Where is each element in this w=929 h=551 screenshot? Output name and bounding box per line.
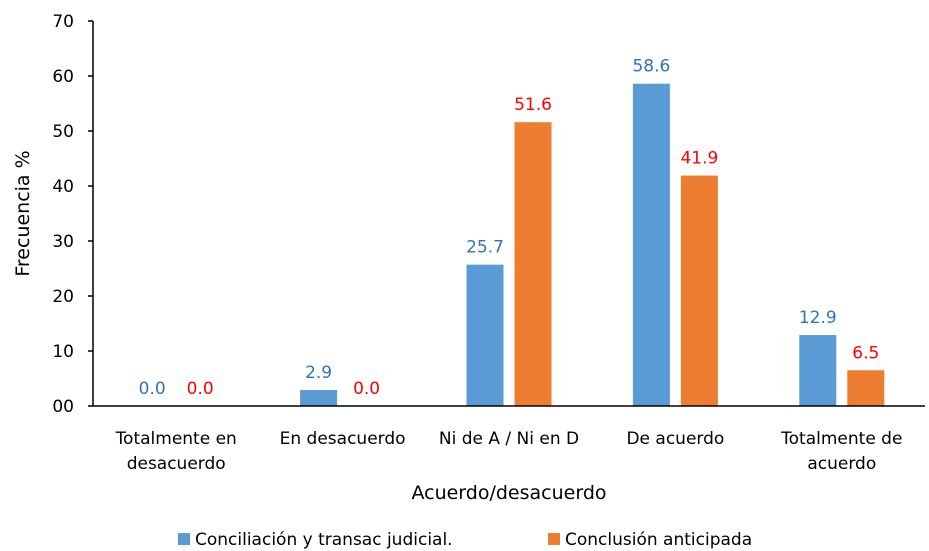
y-tick-label: 00 xyxy=(52,397,74,417)
y-tick-label: 60 xyxy=(52,67,74,87)
data-label: 0.0 xyxy=(353,379,380,399)
data-label: 51.6 xyxy=(514,95,552,115)
data-label: 6.5 xyxy=(852,343,879,363)
data-label: 0.0 xyxy=(139,379,166,399)
bar xyxy=(799,335,837,406)
bar xyxy=(514,122,552,406)
legend-swatch xyxy=(178,533,190,545)
x-tick-label: En desacuerdo xyxy=(280,429,406,449)
legend-label: Conclusión anticipada xyxy=(565,530,752,550)
bars xyxy=(300,83,885,406)
data-label: 0.0 xyxy=(187,379,214,399)
x-tick-label: De acuerdo xyxy=(626,429,724,449)
y-tick-label: 10 xyxy=(52,342,74,362)
bar xyxy=(847,370,885,406)
x-tick-label: acuerdo xyxy=(807,454,876,474)
y-tick-label: 40 xyxy=(52,177,74,197)
x-tick-label: Totalmente de xyxy=(780,429,902,449)
x-tick-label: Totalmente en xyxy=(115,429,237,449)
y-tick-label: 20 xyxy=(52,287,74,307)
data-label: 41.9 xyxy=(680,149,718,169)
y-tick-label: 70 xyxy=(52,12,74,32)
data-label: 25.7 xyxy=(466,238,504,258)
legend-label: Conciliación y transac judicial. xyxy=(195,530,453,550)
x-tick-label: Ni de A / Ni en D xyxy=(439,429,579,449)
bar xyxy=(300,390,338,406)
data-label: 2.9 xyxy=(305,363,332,383)
y-axis-title: Frecuencia % xyxy=(12,150,34,276)
y-axis-ticks: 00 10 20 30 40 50 60 70 xyxy=(52,12,93,417)
data-label: 12.9 xyxy=(799,308,837,328)
y-tick-label: 50 xyxy=(52,122,74,142)
bar xyxy=(680,175,718,406)
y-tick-label: 30 xyxy=(52,232,74,252)
x-axis-title: Acuerdo/desacuerdo xyxy=(411,482,606,504)
bar xyxy=(466,264,504,406)
bar xyxy=(632,83,670,406)
x-tick-label: desacuerdo xyxy=(127,454,226,474)
legend: Conciliación y transac judicial. Conclusi… xyxy=(178,530,752,550)
data-labels: 0.0 0.0 2.9 0.0 25.7 51.6 58.6 41.9 12.9 6.5 xyxy=(139,57,880,399)
x-axis-categories: Totalmente en desacuerdo En desacuerdo Ni d… xyxy=(115,429,903,474)
legend-swatch xyxy=(548,533,560,545)
data-label: 58.6 xyxy=(632,57,670,77)
